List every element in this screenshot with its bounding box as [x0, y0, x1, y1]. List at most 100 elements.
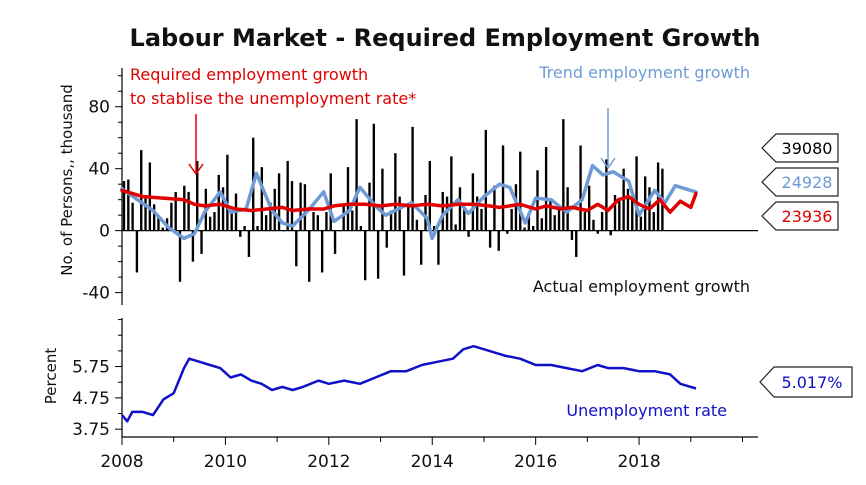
x-tick-label: 2014: [411, 452, 454, 472]
required-growth-line: [120, 188, 698, 214]
unemployment-rate-label: Unemployment rate: [566, 401, 727, 420]
upper-y-tick-label: 40: [88, 160, 110, 180]
chart-title: Labour Market - Required Employment Grow…: [130, 24, 761, 52]
actual-growth-bar: [562, 119, 565, 231]
actual-growth-bar: [303, 184, 307, 231]
actual-growth-bar: [501, 145, 505, 231]
actual-growth-bar: [260, 167, 264, 231]
actual-growth-bar: [424, 195, 427, 231]
actual-growth-bar: [174, 191, 177, 231]
actual-growth-bar: [506, 230, 509, 234]
actual-growth-bar: [514, 184, 518, 231]
actual-growth-bar: [131, 202, 134, 231]
badge-unemployment-value: 5.017%: [781, 373, 842, 392]
actual-growth-bar: [631, 198, 634, 231]
actual-growth-bar: [600, 212, 604, 231]
x-axis: 2008 2010 2012 2014 2016 2018: [100, 437, 743, 472]
actual-growth-bar: [458, 187, 462, 231]
actual-growth-bar: [488, 230, 492, 248]
badge-required-value: 23936: [782, 207, 833, 226]
actual-growth-bar: [372, 123, 376, 231]
actual-growth-bar: [368, 182, 371, 231]
actual-growth-bar: [618, 201, 621, 231]
actual-growth-bar: [221, 187, 225, 231]
actual-growth-bar: [557, 208, 561, 231]
trend-growth-label: Trend employment growth: [538, 63, 750, 82]
actual-growth-bar: [596, 230, 599, 234]
actual-growth-bar: [200, 230, 203, 254]
actual-growth-bar: [445, 196, 449, 231]
upper-y-axis: -40 0 40 80: [82, 68, 123, 305]
actual-growth-bar: [402, 230, 406, 276]
lower-y-tick-label: 5.75: [72, 358, 110, 378]
actual-growth-bar: [351, 210, 354, 231]
actual-growth-bar: [583, 212, 587, 231]
actual-growth-bar: [140, 150, 143, 231]
actual-growth-bar: [191, 230, 195, 262]
badge-actual-value: 39080: [782, 139, 833, 158]
actual-growth-bar: [527, 213, 531, 231]
actual-growth-bar: [178, 230, 182, 282]
actual-growth-bar: [312, 212, 315, 231]
actual-growth-bar: [333, 230, 337, 254]
actual-growth-bar: [510, 208, 513, 231]
actual-growth-bar: [243, 226, 246, 231]
actual-growth-bar: [355, 119, 358, 231]
actual-growth-bar: [135, 230, 139, 273]
actual-growth-bar: [144, 195, 147, 231]
required-growth-label-line2: to stablise the unemployment rate*: [130, 89, 416, 108]
x-tick-label: 2010: [204, 452, 247, 472]
actual-growth-bar: [471, 173, 475, 231]
trend-growth-line: [120, 163, 698, 241]
actual-growth-bar: [398, 196, 401, 231]
lower-panel: 3.75 4.75 5.75 2008 2010 2012 2014 2016 2018 Un…: [42, 318, 853, 472]
x-tick-label: 2012: [307, 452, 350, 472]
actual-growth-bar: [432, 226, 436, 231]
actual-growth-bar: [411, 126, 414, 231]
actual-growth-bar: [609, 230, 612, 236]
actual-growth-bar: [187, 191, 190, 231]
actual-growth-bar: [532, 226, 535, 231]
actual-growth-bar: [579, 145, 582, 231]
unemployment-rate-line: [121, 344, 697, 423]
actual-growth-bar: [523, 227, 526, 231]
actual-growth-bar: [208, 216, 212, 231]
actual-growth-bar: [170, 202, 173, 231]
actual-growth-bar: [544, 147, 548, 231]
x-tick-label: 2016: [514, 452, 557, 472]
actual-growth-bar: [605, 159, 608, 231]
actual-growth-bar: [226, 154, 229, 231]
badge-required: 23936: [761, 201, 839, 231]
lower-y-tick-label: 4.75: [72, 389, 110, 409]
lower-y-tick-label: 3.75: [72, 420, 110, 440]
actual-growth-bar: [389, 210, 393, 231]
actual-growth-bar: [463, 207, 466, 231]
actual-growth-label: Actual employment growth: [533, 277, 750, 296]
lower-y-axis-label: Percent: [42, 348, 60, 405]
actual-growth-bar: [239, 230, 242, 237]
actual-growth-bar: [359, 226, 363, 231]
actual-growth-bar: [376, 230, 380, 279]
actual-growth-bar: [122, 181, 126, 231]
actual-growth-bar: [161, 227, 164, 231]
actual-growth-bar: [183, 185, 186, 231]
actual-growth-bar: [127, 179, 130, 231]
x-tick-label: 2018: [617, 452, 660, 472]
actual-growth-bar: [264, 215, 268, 231]
actual-growth-bar: [467, 230, 470, 237]
actual-growth-bar: [256, 226, 259, 231]
actual-growth-bar: [428, 160, 431, 231]
actual-growth-bar: [196, 160, 199, 231]
actual-growth-bar: [230, 213, 233, 231]
actual-growth-bar: [536, 170, 539, 231]
lower-y-axis: 3.75 4.75 5.75: [72, 318, 123, 440]
badge-trend-value: 24928: [782, 173, 833, 192]
actual-growth-bar: [269, 202, 272, 231]
actual-growth-bar: [420, 230, 423, 265]
actual-growth-bar: [570, 230, 574, 240]
actual-growth-bar: [592, 219, 595, 231]
actual-growth-bar: [346, 167, 350, 231]
actual-growth-bar: [407, 205, 410, 231]
actual-growth-bar: [385, 230, 388, 248]
actual-growth-bar: [152, 204, 156, 231]
